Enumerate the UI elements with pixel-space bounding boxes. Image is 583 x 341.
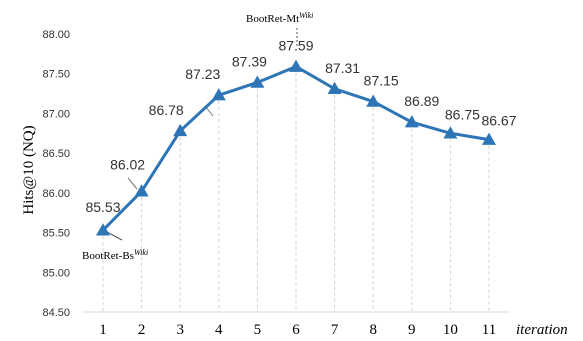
x-axis-label: iteration bbox=[516, 322, 568, 338]
x-gridlines bbox=[102, 66, 490, 312]
x-tick-label: 3 bbox=[176, 322, 184, 338]
x-tick-label: 5 bbox=[254, 322, 262, 338]
leader-line bbox=[127, 177, 138, 190]
data-point-marker bbox=[404, 115, 419, 128]
data-point-marker bbox=[482, 132, 496, 145]
data-point-marker bbox=[443, 126, 458, 139]
data-point-marker bbox=[366, 94, 381, 107]
x-axis-ticks: 1 2 3 4 5 6 7 8 9 10 11 bbox=[99, 322, 496, 338]
x-tick-label: 11 bbox=[482, 322, 496, 338]
x-tick-label: 4 bbox=[215, 322, 223, 338]
data-point-marker bbox=[327, 81, 342, 95]
data-label: 87.15 bbox=[364, 73, 399, 89]
annotation-bootret-mt: BootRet-MtWiki bbox=[246, 11, 313, 25]
annotation-bootret-bs: BootRet-BsWiki bbox=[82, 248, 148, 262]
data-label: 85.53 bbox=[85, 199, 120, 215]
data-label: 87.39 bbox=[232, 53, 267, 69]
svg-text:BootRet-BsWiki: BootRet-BsWiki bbox=[82, 248, 148, 262]
data-point-marker bbox=[134, 184, 149, 197]
annotation-bs-superscript: Wiki bbox=[134, 248, 148, 257]
data-label: 86.75 bbox=[445, 106, 480, 122]
annotation-mt-text: BootRet-Mt bbox=[246, 13, 299, 25]
y-tick-label: 86.00 bbox=[42, 188, 70, 200]
data-label: 87.31 bbox=[325, 60, 360, 76]
y-tick-label: 86.50 bbox=[42, 148, 70, 160]
y-tick-label: 87.50 bbox=[42, 69, 70, 81]
x-tick-label: 6 bbox=[292, 322, 300, 338]
data-label: 87.23 bbox=[185, 66, 220, 82]
data-point-marker bbox=[250, 75, 265, 88]
y-tick-label: 85.00 bbox=[42, 267, 70, 279]
y-tick-label: 84.50 bbox=[42, 307, 70, 319]
data-point-marker bbox=[289, 59, 303, 72]
data-label: 86.89 bbox=[404, 93, 439, 109]
annotation-mt-superscript: Wiki bbox=[299, 11, 313, 20]
annotation-connector bbox=[106, 231, 123, 241]
y-tick-label: 88.00 bbox=[42, 29, 70, 41]
x-tick-label: 2 bbox=[138, 322, 146, 338]
y-axis-label: Hits@10 (NQ) bbox=[21, 125, 37, 214]
x-tick-label: 8 bbox=[369, 322, 377, 338]
data-label: 87.59 bbox=[278, 38, 313, 54]
svg-text:BootRet-MtWiki: BootRet-MtWiki bbox=[246, 11, 313, 25]
data-label: 86.78 bbox=[149, 102, 184, 118]
annotation-bs-text: BootRet-Bs bbox=[82, 250, 134, 262]
x-tick-label: 7 bbox=[331, 322, 339, 338]
y-tick-label: 85.50 bbox=[42, 228, 70, 240]
x-tick-label: 10 bbox=[443, 322, 458, 338]
data-point-marker bbox=[96, 223, 110, 236]
connector-lines bbox=[106, 28, 298, 241]
data-point-marker bbox=[211, 88, 226, 101]
y-axis-ticks: 84.50 85.00 85.50 86.00 86.50 87.00 87.50 88.00 bbox=[42, 29, 70, 319]
y-tick-label: 87.00 bbox=[42, 108, 70, 120]
data-point-marker bbox=[173, 123, 188, 137]
data-label: 86.67 bbox=[481, 113, 516, 129]
series-markers bbox=[96, 59, 496, 236]
data-labels: 85.53 86.02 86.78 87.23 87.39 87.59 87.3187.15… bbox=[85, 38, 516, 216]
data-label: 86.02 bbox=[110, 156, 145, 172]
x-tick-label: 1 bbox=[99, 322, 107, 338]
x-tick-label: 9 bbox=[408, 322, 416, 338]
